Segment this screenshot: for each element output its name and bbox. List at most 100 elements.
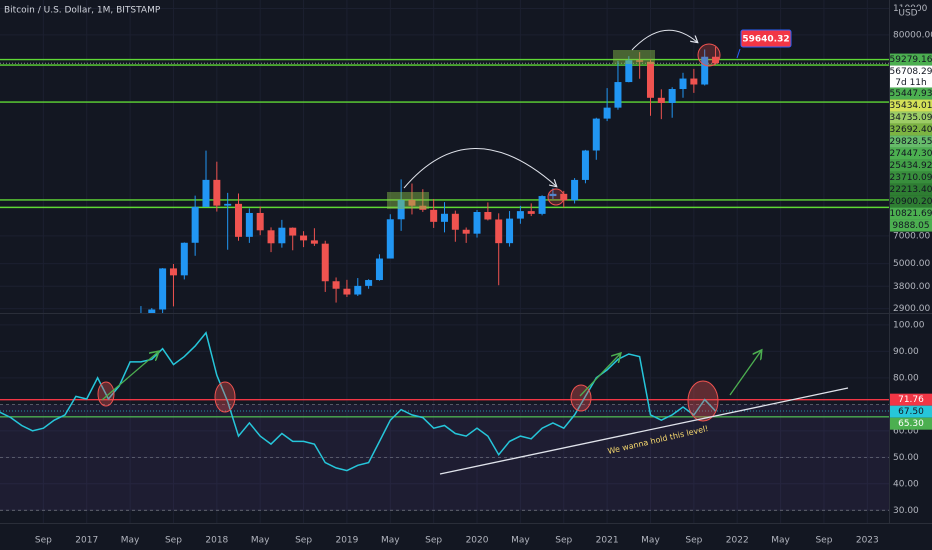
last-price-label: 7d 11h: [895, 78, 926, 88]
price-label-box: [890, 207, 932, 220]
candle-body: [603, 107, 611, 119]
candle-body: [224, 203, 232, 206]
candle-body: [690, 78, 698, 85]
candle-body: [419, 205, 427, 210]
candle-body: [289, 227, 297, 236]
x-tick-label: May: [641, 536, 660, 546]
candle-body: [397, 199, 405, 220]
candle-body: [235, 203, 243, 237]
candle-body: [571, 179, 579, 201]
candle-body: [386, 219, 394, 259]
candle-body: [332, 281, 340, 289]
candle-body: [495, 219, 503, 244]
rsi-label: 65.30: [898, 419, 924, 429]
highlight-circle: [547, 188, 565, 206]
candle-body: [278, 227, 286, 244]
unit-bg: [898, 7, 918, 18]
candle-body: [527, 211, 535, 214]
candle-body: [484, 211, 492, 220]
price-label: 22213.40: [890, 185, 932, 195]
candle-body: [169, 268, 177, 276]
x-tick-label: 2022: [726, 536, 749, 546]
candle-body: [202, 179, 210, 207]
y-tick-label: 80000.00: [893, 30, 932, 40]
zone-box: [387, 192, 429, 209]
price-label: 32692.40: [890, 125, 932, 135]
highlight-circle: [697, 43, 721, 67]
candle-body: [180, 242, 188, 276]
candle-body: [451, 213, 459, 230]
candle-body: [375, 258, 383, 281]
price-tag: 59640.32: [742, 35, 789, 45]
arrow: [101, 352, 158, 401]
zone-box: [613, 50, 655, 64]
tag-pointer: [736, 48, 741, 59]
x-tick-label: 2020: [466, 536, 489, 546]
rsi-label-box: [890, 393, 932, 406]
price-label-box: [890, 87, 932, 100]
highlight-ellipse: [214, 381, 236, 413]
arrow: [579, 354, 620, 397]
price-label: 20900.20: [890, 197, 932, 207]
last-price-label-box: [890, 65, 932, 88]
candle-body: [365, 280, 373, 286]
price-label: 35434.01: [890, 101, 932, 111]
price-label-box: [890, 135, 932, 148]
y-tick-label: 30.00: [893, 506, 919, 516]
rsi-last-label-box: [890, 405, 932, 418]
price-label-box: [890, 195, 932, 208]
x-tick-label: Sep: [165, 536, 182, 546]
candle-body: [538, 196, 546, 214]
price-label: 10821.69: [890, 209, 932, 219]
trend-line: [439, 387, 849, 475]
candle-body: [267, 230, 275, 244]
candle-body: [245, 212, 253, 237]
price-label-box: [890, 159, 932, 172]
rsi-last-label: 67.50: [898, 407, 924, 417]
price-label: 27447.30: [890, 149, 932, 159]
x-tick-label: 2019: [335, 536, 358, 546]
y-tick-label: 60.00: [893, 426, 919, 436]
rsi-label: 71.76: [898, 395, 924, 405]
arrow: [729, 351, 761, 396]
y-tick-label: 2900.00: [893, 304, 930, 314]
price-tag-box: [740, 29, 792, 48]
candle-body: [668, 89, 676, 103]
candle-body: [148, 309, 156, 313]
x-tick-label: Sep: [425, 536, 442, 546]
candle-body: [581, 150, 589, 180]
price-label: 34735.09: [890, 113, 932, 123]
candle-body: [712, 56, 720, 64]
y-tick-label: 3800.00: [893, 282, 930, 292]
rsi-label-box: [890, 417, 932, 430]
x-tick-label: May: [251, 536, 270, 546]
price-label-box: [890, 219, 932, 232]
y-tick-label: 7000.00: [893, 231, 930, 241]
candle-body: [549, 193, 557, 197]
price-label-box: [890, 183, 932, 196]
candle-body: [701, 56, 709, 85]
candle-body: [191, 206, 199, 243]
last-price-label: 56708.29: [890, 67, 932, 77]
x-tick-label: 2023: [856, 536, 879, 546]
candle-body: [354, 285, 362, 295]
price-label-box: [890, 171, 932, 184]
candle-body: [592, 118, 600, 151]
price-label: 9888.05: [892, 221, 929, 231]
x-tick-label: May: [771, 536, 790, 546]
price-label: 23710.09: [890, 173, 932, 183]
candle-body: [343, 288, 351, 295]
price-label: 25434.92: [890, 161, 932, 171]
x-tick-label: 2017: [75, 536, 98, 546]
candle-body: [614, 82, 622, 108]
highlight-ellipse: [97, 381, 115, 407]
candle-body: [300, 235, 308, 241]
curved-arrow: [403, 148, 556, 189]
candle-body: [646, 61, 654, 98]
candle-body: [473, 211, 481, 234]
price-label-box: [890, 123, 932, 136]
y-tick-label: 5000.00: [893, 259, 930, 269]
candle-body: [310, 240, 318, 244]
